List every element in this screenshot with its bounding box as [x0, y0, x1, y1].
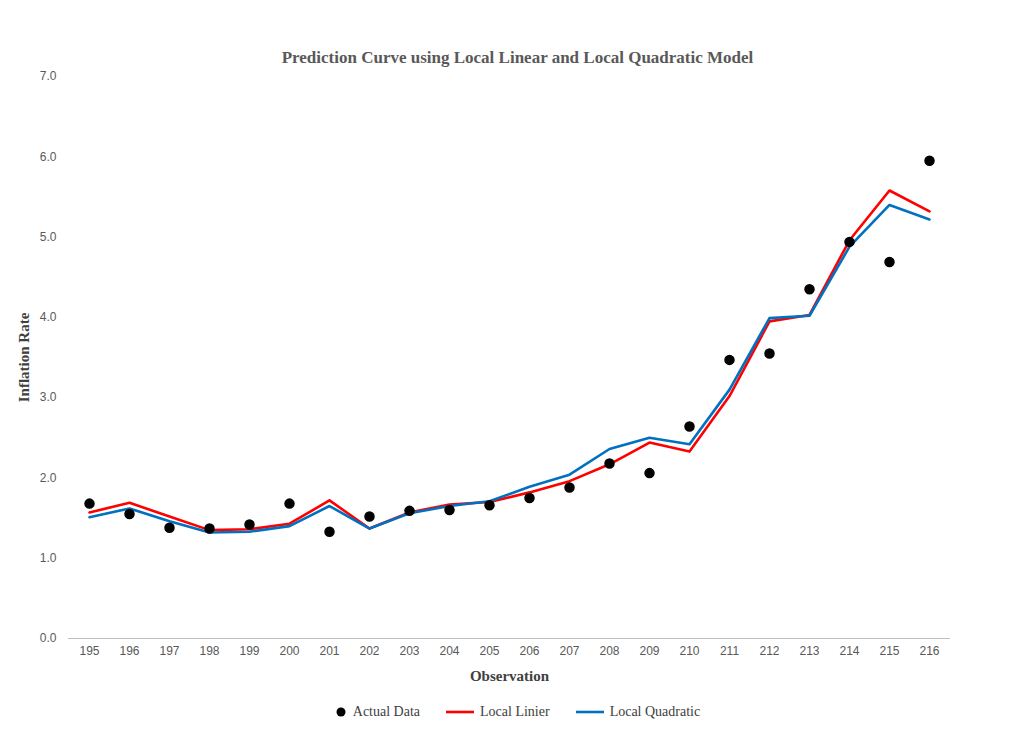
svg-text:203: 203 — [399, 644, 419, 658]
svg-text:212: 212 — [759, 644, 779, 658]
svg-text:Observation: Observation — [470, 668, 550, 684]
svg-text:5.0: 5.0 — [40, 230, 57, 244]
svg-text:213: 213 — [799, 644, 819, 658]
svg-text:204: 204 — [439, 644, 459, 658]
svg-text:198: 198 — [199, 644, 219, 658]
svg-text:207: 207 — [559, 644, 579, 658]
svg-text:205: 205 — [479, 644, 499, 658]
html-text:Prediction Curve using Local L: Prediction Curve using Local Linear and … — [281, 48, 754, 67]
svg-text:1.0: 1.0 — [40, 551, 57, 565]
svg-text:200: 200 — [279, 644, 299, 658]
svg-text:201: 201 — [319, 644, 339, 658]
svg-text:209: 209 — [639, 644, 659, 658]
svg-text:210: 210 — [679, 644, 699, 658]
svg-text:195: 195 — [79, 644, 99, 658]
svg-text:216: 216 — [919, 644, 939, 658]
svg-text:214: 214 — [839, 644, 859, 658]
svg-text:215: 215 — [879, 644, 899, 658]
svg-text:4.0: 4.0 — [40, 310, 57, 324]
svg-text:196: 196 — [119, 644, 139, 658]
svg-text:3.0: 3.0 — [40, 390, 57, 404]
html-text:Local Linier: Local Linier — [480, 704, 550, 719]
svg-text:7.0: 7.0 — [40, 70, 57, 83]
svg-text:202: 202 — [359, 644, 379, 658]
svg-text:206: 206 — [519, 644, 539, 658]
svg-text:Inflation Rate: Inflation Rate — [16, 312, 32, 402]
svg-text:6.0: 6.0 — [40, 150, 57, 164]
svg-text:208: 208 — [599, 644, 619, 658]
svg-text:211: 211 — [720, 644, 739, 658]
svg-text:0.0: 0.0 — [40, 631, 57, 645]
html-text:Actual Data: Actual Data — [352, 704, 420, 719]
svg-text:197: 197 — [159, 644, 179, 658]
svg-text:2.0: 2.0 — [40, 471, 57, 485]
html-text:Local Quadratic: Local Quadratic — [609, 704, 701, 719]
svg-text:199: 199 — [239, 644, 259, 658]
